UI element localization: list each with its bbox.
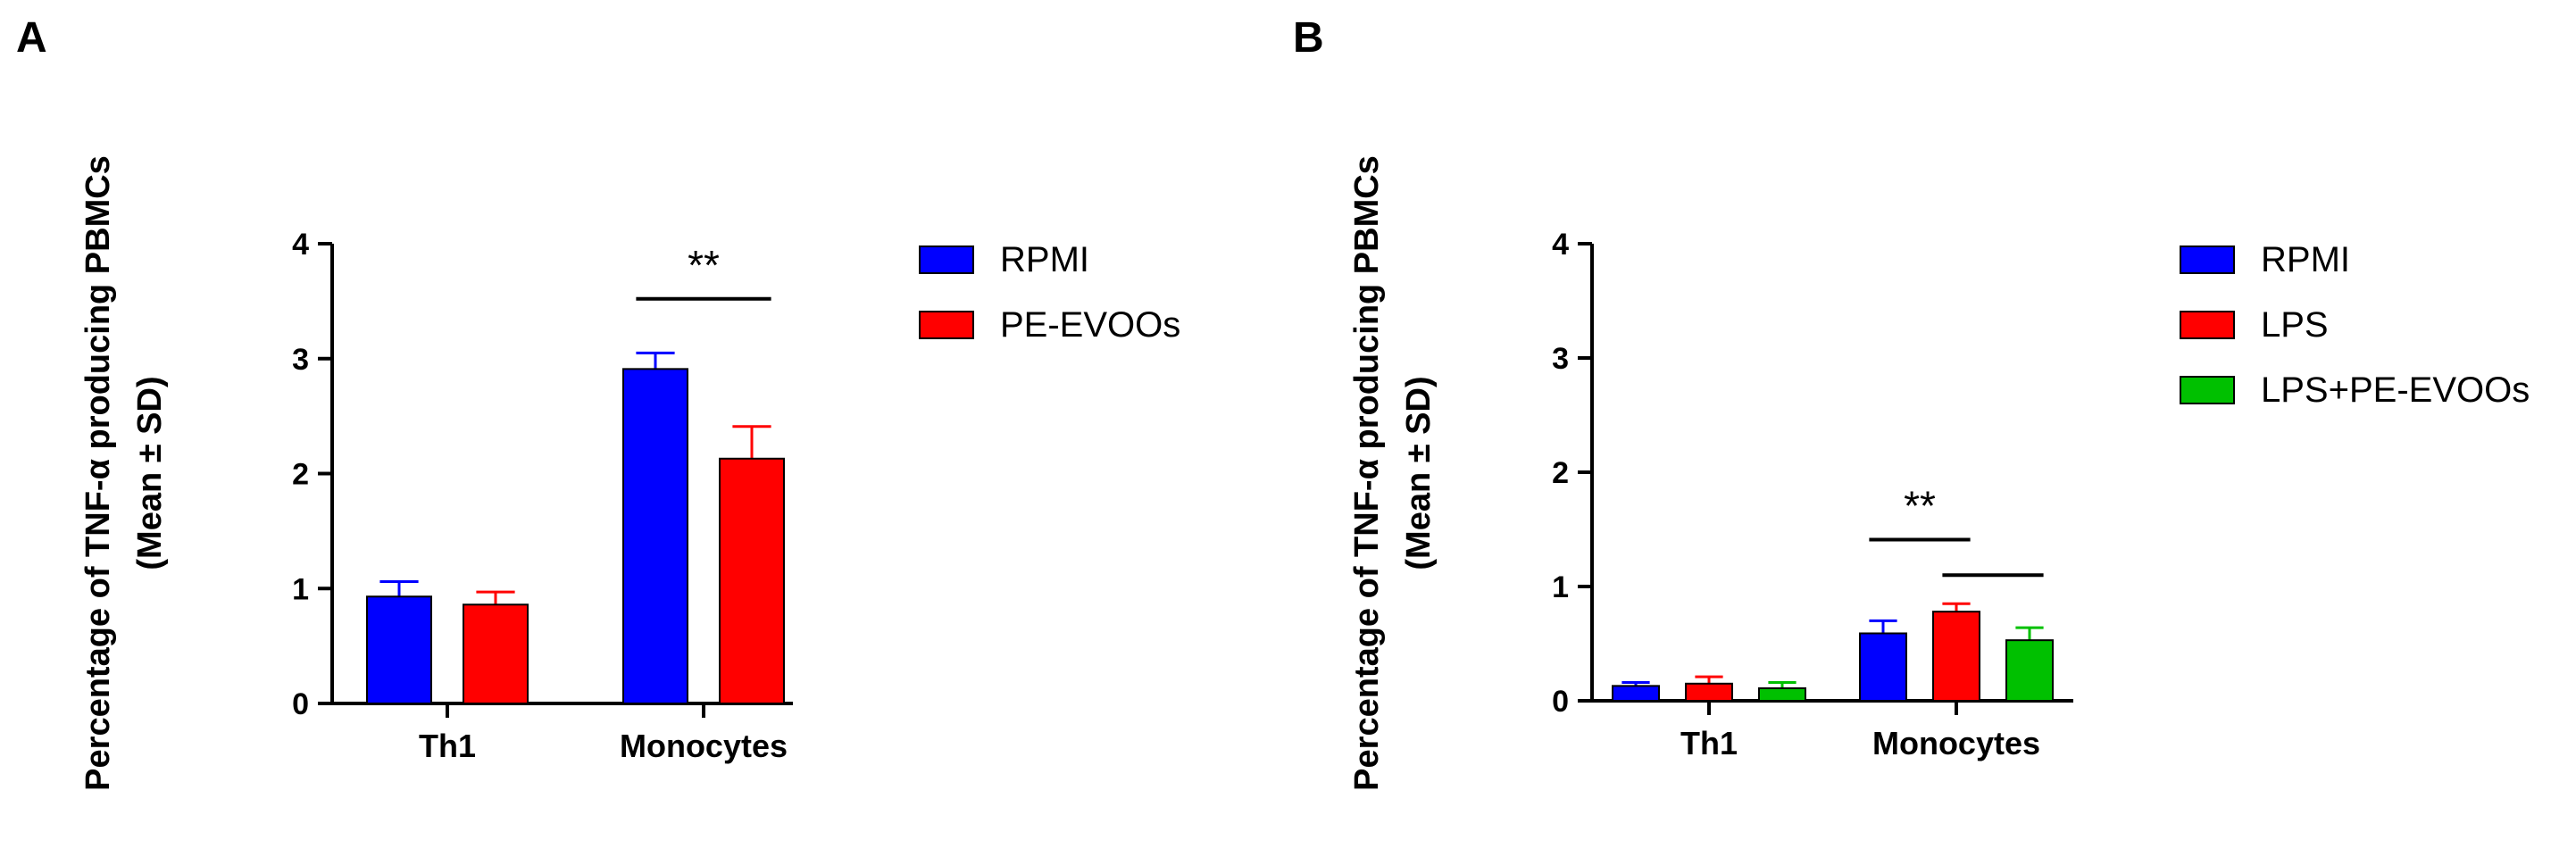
panel-a-plot: 0 1 2 3 4 Th1 Monocytes **: [292, 228, 793, 764]
panel-a-legend: RPMI PE-EVOOs: [919, 240, 1180, 345]
panel-b-legend-label-2: LPS+PE-EVOOs: [2261, 370, 2530, 410]
panel-b-category-label-1: Monocytes: [1872, 725, 2040, 761]
panel-a-ylabel-line2: (Mean ± SD): [131, 376, 169, 570]
panel-b-ylabel-line1: Percentage of TNF-α producing PBMCs: [1348, 155, 1386, 791]
panel-b-ytick-label-4: 4: [1552, 228, 1569, 262]
panel-a-legend-label-0: RPMI: [1000, 240, 1089, 279]
panel-a-bar-1-1: [719, 457, 785, 704]
panel-b-ylabel-line2: (Mean ± SD): [1400, 376, 1438, 570]
panel-a-legend-swatch-0: [919, 245, 974, 274]
panel-b-legend-swatch-0: [2180, 245, 2235, 274]
panel-b-bar-1-2: [2005, 639, 2054, 702]
panel-a-sig-label-0: **: [688, 242, 720, 288]
panel-a-ytick-label-1: 1: [292, 572, 309, 606]
panel-a-ytick-label-2: 2: [292, 458, 309, 492]
panel-b-ytick-label-3: 3: [1552, 342, 1569, 376]
panel-b-category-label-0: Th1: [1680, 725, 1738, 761]
panel-a-bar-0-1: [463, 603, 529, 705]
panel-b-legend: RPMI LPS LPS+PE-EVOOs: [2180, 240, 2530, 410]
panel-a-legend-label-1: PE-EVOOs: [1000, 305, 1180, 345]
panel-b-sig-label-0: **: [1904, 483, 1936, 529]
panel-b-bar-1-1: [1932, 611, 1980, 702]
panel-a-ytick-label-3: 3: [292, 343, 309, 377]
panel-b-letter: B: [1293, 14, 1324, 62]
panel-b-bar-1-0: [1859, 632, 1907, 702]
panel-a-ylabel-line1: Percentage of TNF-α producing PBMCs: [79, 155, 117, 791]
panel-b: B Percentage of TNF-α producing PBMCs (M…: [1293, 14, 2530, 791]
panel-a-ytick-label-4: 4: [292, 228, 309, 262]
panel-a-letter: A: [16, 14, 47, 62]
panel-a: A Percentage of TNF-α producing PBMCs (M…: [16, 14, 1180, 791]
panel-b-ytick-label-1: 1: [1552, 570, 1569, 604]
panel-a-category-label-1: Monocytes: [620, 728, 788, 764]
panel-b-bar-0-1: [1685, 682, 1733, 702]
panel-a-bar-1-0: [622, 368, 688, 704]
panel-a-category-label-0: Th1: [419, 728, 476, 764]
panel-b-legend-swatch-1: [2180, 311, 2235, 339]
panel-a-ytick-label-0: 0: [292, 687, 309, 721]
panel-b-ytick-label-0: 0: [1552, 685, 1569, 719]
panel-b-plot: 0 1 2 3 4 Th1 Monocytes **: [1552, 228, 2073, 761]
panel-b-legend-label-1: LPS: [2261, 305, 2329, 345]
panel-b-ytick-label-2: 2: [1552, 456, 1569, 490]
panel-a-legend-swatch-1: [919, 311, 974, 339]
panel-a-bar-0-0: [366, 595, 432, 705]
panel-b-legend-swatch-2: [2180, 376, 2235, 404]
panel-b-bar-0-2: [1758, 686, 1806, 702]
panel-b-legend-label-0: RPMI: [2261, 240, 2350, 279]
panel-b-bar-0-0: [1612, 685, 1660, 702]
